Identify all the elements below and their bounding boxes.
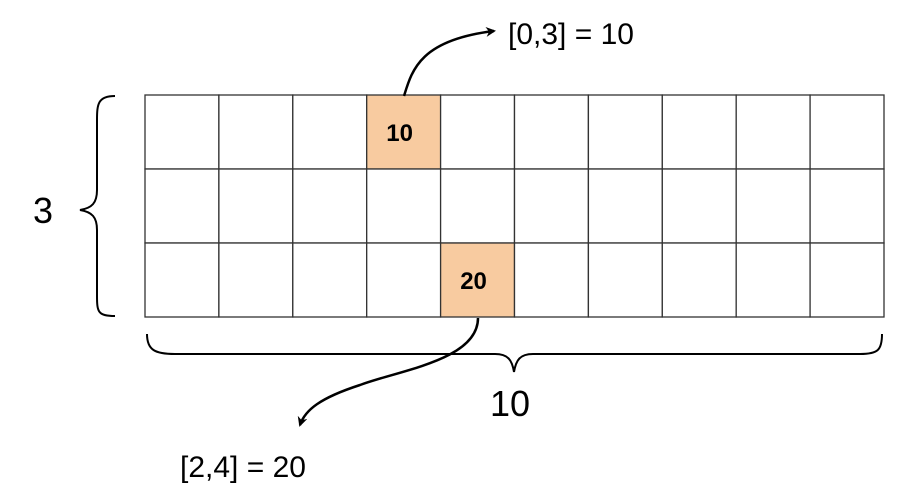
grid-cell — [513, 94, 590, 170]
bottom-annotation: [2,4] = 20 — [180, 451, 306, 484]
grid-cell — [513, 242, 590, 318]
row-count-label: 3 — [33, 190, 53, 231]
grid-cell — [144, 168, 220, 244]
grid-cell — [144, 94, 220, 170]
grid-cell — [439, 94, 516, 170]
column-count-label: 10 — [490, 383, 530, 424]
grid-cell — [366, 168, 442, 244]
grid-cell — [587, 168, 663, 244]
grid-cell — [587, 242, 663, 318]
grid-cell — [735, 94, 811, 170]
grid-cell — [366, 242, 442, 318]
grid-cell — [587, 94, 663, 170]
top-arrow — [402, 27, 496, 97]
column-count-brace — [146, 333, 883, 373]
grid-cell — [661, 242, 737, 318]
grid-cell — [661, 94, 737, 170]
grid-cell — [735, 168, 811, 244]
bottom-arrow — [297, 317, 480, 427]
cell-value: 10 — [386, 120, 413, 147]
grid-cell — [292, 168, 368, 244]
top-annotation: [0,3] = 10 — [508, 18, 634, 51]
cell-value: 20 — [460, 268, 487, 295]
grid-cell — [144, 242, 220, 318]
array-grid: 10 20 — [144, 94, 885, 318]
grid-cell — [809, 242, 885, 318]
row-count-brace — [79, 95, 116, 317]
grid-cell — [513, 168, 590, 244]
grid-cell — [809, 168, 885, 244]
grid-cell — [735, 242, 811, 318]
grid-cell — [218, 168, 294, 244]
grid-cell — [439, 168, 516, 244]
grid-cell — [218, 94, 294, 170]
grid-cell — [218, 242, 294, 318]
grid-cell — [809, 94, 885, 170]
grid-cell — [661, 168, 737, 244]
highlighted-cell — [439, 242, 516, 318]
highlighted-cell — [366, 94, 442, 170]
grid-cell — [292, 242, 368, 318]
grid-cell — [292, 94, 368, 170]
